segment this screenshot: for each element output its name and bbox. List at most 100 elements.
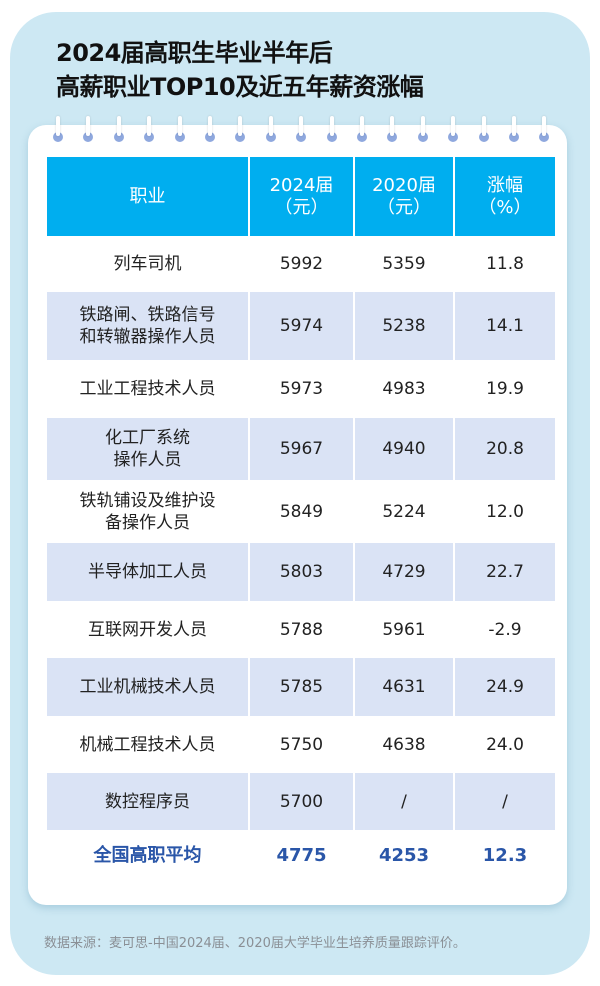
average-growth: 12.3 — [453, 830, 557, 882]
table-row: 化工厂系统 操作人员 5967 4940 20.8 — [45, 418, 557, 480]
binder-ring-icon — [83, 116, 94, 146]
salary-2024-cell: 5785 — [248, 658, 355, 716]
job-line-2: 备操作人员 — [105, 512, 190, 533]
job-line-1: 互联网开发人员 — [88, 619, 207, 640]
salary-2024-cell: 5849 — [248, 480, 355, 543]
header-line-1: 2020届 — [372, 174, 436, 196]
job-cell: 机械工程技术人员 — [45, 716, 250, 773]
job-cell: 互联网开发人员 — [45, 601, 250, 658]
binder-ring-icon — [53, 116, 63, 146]
binder-ring-icon — [174, 116, 185, 146]
job-line-1: 机械工程技术人员 — [79, 734, 216, 755]
salary-2020-cell: 5359 — [353, 236, 455, 292]
salary-2020-cell: 4631 — [353, 658, 455, 716]
table-row: 列车司机 5992 5359 11.8 — [45, 236, 557, 292]
national-average-row: 全国高职平均 4775 4253 12.3 — [45, 830, 557, 882]
binder-ring-icon — [296, 116, 307, 146]
job-cell: 列车司机 — [45, 236, 250, 292]
header-2024: 2024届 （元） — [248, 157, 355, 236]
salary-2020-cell: 5961 — [353, 601, 455, 658]
table-row: 工业机械技术人员 5785 4631 24.9 — [45, 658, 557, 716]
growth-cell: / — [453, 773, 557, 830]
salary-2020-cell: 5224 — [353, 480, 455, 543]
job-cell: 铁路闸、铁路信号 和转辙器操作人员 — [45, 292, 250, 360]
table-row: 铁轨铺设及维护设 备操作人员 5849 5224 12.0 — [45, 480, 557, 543]
salary-2024-cell: 5973 — [248, 360, 355, 418]
header-job: 职业 — [45, 157, 250, 236]
salary-2024-cell: 5974 — [248, 292, 355, 360]
binder-ring-icon — [509, 116, 519, 146]
table-row: 机械工程技术人员 5750 4638 24.0 — [45, 716, 557, 773]
growth-cell: -2.9 — [453, 601, 557, 658]
job-line-1: 铁轨铺设及维护设 — [79, 490, 216, 511]
title-line-1: 2024届高职生毕业半年后 — [56, 39, 333, 67]
job-line-1: 铁路闸、铁路信号 — [79, 305, 216, 325]
job-cell: 工业机械技术人员 — [45, 658, 250, 716]
binder-ring-icon — [265, 116, 276, 146]
table-row: 数控程序员 5700// — [45, 773, 557, 830]
header-line-1: 涨幅 — [487, 174, 523, 196]
table-row: 半导体加工人员 5803 4729 22.7 — [45, 543, 557, 601]
job-line-1: 工业工程技术人员 — [79, 379, 216, 399]
growth-cell: 24.0 — [453, 716, 557, 773]
growth-cell: 12.0 — [453, 480, 557, 543]
header-line-2: （%） — [478, 196, 532, 218]
binder-ring-icon — [417, 116, 428, 146]
data-source-note: 数据来源：麦可思-中国2024届、2020届大学毕业生培养质量跟踪评价。 — [44, 936, 466, 951]
binder-ring-icon — [387, 116, 398, 146]
average-2020: 4253 — [353, 830, 455, 882]
growth-cell: 24.9 — [453, 658, 557, 716]
salary-2020-cell: / — [353, 773, 455, 830]
salary-2024-cell: 5992 — [248, 236, 355, 292]
job-line-1: 半导体加工人员 — [88, 562, 207, 582]
salary-2024-cell: 5750 — [248, 716, 355, 773]
salary-2020-cell: 4729 — [353, 543, 455, 601]
header-growth: 涨幅 （%） — [453, 157, 557, 236]
salary-2024-cell: 5803 — [248, 543, 355, 601]
growth-cell: 22.7 — [453, 543, 557, 601]
binder-ring-icon — [144, 116, 155, 146]
job-cell: 化工厂系统 操作人员 — [45, 418, 250, 480]
binder-ring-icon — [326, 116, 337, 146]
salary-2020-cell: 5238 — [353, 292, 455, 360]
average-2024: 4775 — [248, 830, 355, 882]
job-cell: 半导体加工人员 — [45, 543, 250, 601]
salary-2020-cell: 4638 — [353, 716, 455, 773]
job-cell: 数控程序员 — [45, 773, 250, 830]
job-line-1: 数控程序员 — [105, 791, 190, 812]
table-header-row: 职业 2024届 （元） 2020届 （元） 涨幅 （%） — [45, 157, 557, 236]
header-line-2: （元） — [377, 196, 431, 218]
binder-ring-icon — [478, 116, 489, 146]
table-row: 工业工程技术人员 5973 4983 19.9 — [45, 360, 557, 418]
job-line-1: 工业机械技术人员 — [79, 677, 216, 697]
binder-ring-icon — [205, 116, 215, 146]
binder-ring-icon — [113, 116, 124, 146]
table-row: 铁路闸、铁路信号 和转辙器操作人员 5974 5238 14.1 — [45, 292, 557, 360]
average-label: 全国高职平均 — [45, 830, 250, 882]
salary-2024-cell: 5967 — [248, 418, 355, 480]
job-line-1: 列车司机 — [113, 254, 182, 274]
header-line-1: 职业 — [129, 185, 166, 207]
binder-ring-icon — [448, 116, 459, 146]
salary-2024-cell: 5788 — [248, 601, 355, 658]
binder-ring-icon — [357, 116, 367, 146]
header-line-1: 2024届 — [269, 174, 334, 196]
growth-cell: 20.8 — [453, 418, 557, 480]
growth-cell: 14.1 — [453, 292, 557, 360]
salary-2020-cell: 4983 — [353, 360, 455, 418]
salary-2020-cell: 4940 — [353, 418, 455, 480]
job-line-1: 化工厂系统 — [105, 428, 190, 448]
binder-ring-icon — [235, 116, 246, 146]
salary-table: 职业 2024届 （元） 2020届 （元） 涨幅 （%） 列车司机 5992 5359 11.8… — [45, 157, 557, 882]
table-row: 互联网开发人员 5788 5961 -2.9 — [45, 601, 557, 658]
job-cell: 工业工程技术人员 — [45, 360, 250, 418]
job-line-2: 和转辙器操作人员 — [79, 327, 216, 347]
header-line-2: （元） — [274, 196, 329, 218]
header-2020: 2020届 （元） — [353, 157, 455, 236]
job-cell: 铁轨铺设及维护设 备操作人员 — [45, 480, 250, 543]
page-title: 2024届高职生毕业半年后 高薪职业TOP10及近五年薪资涨幅 — [56, 36, 424, 104]
growth-cell: 19.9 — [453, 360, 557, 418]
growth-cell: 11.8 — [453, 236, 557, 292]
salary-2024-cell: 5700 — [248, 773, 355, 830]
binder-ring-icon — [539, 116, 550, 146]
